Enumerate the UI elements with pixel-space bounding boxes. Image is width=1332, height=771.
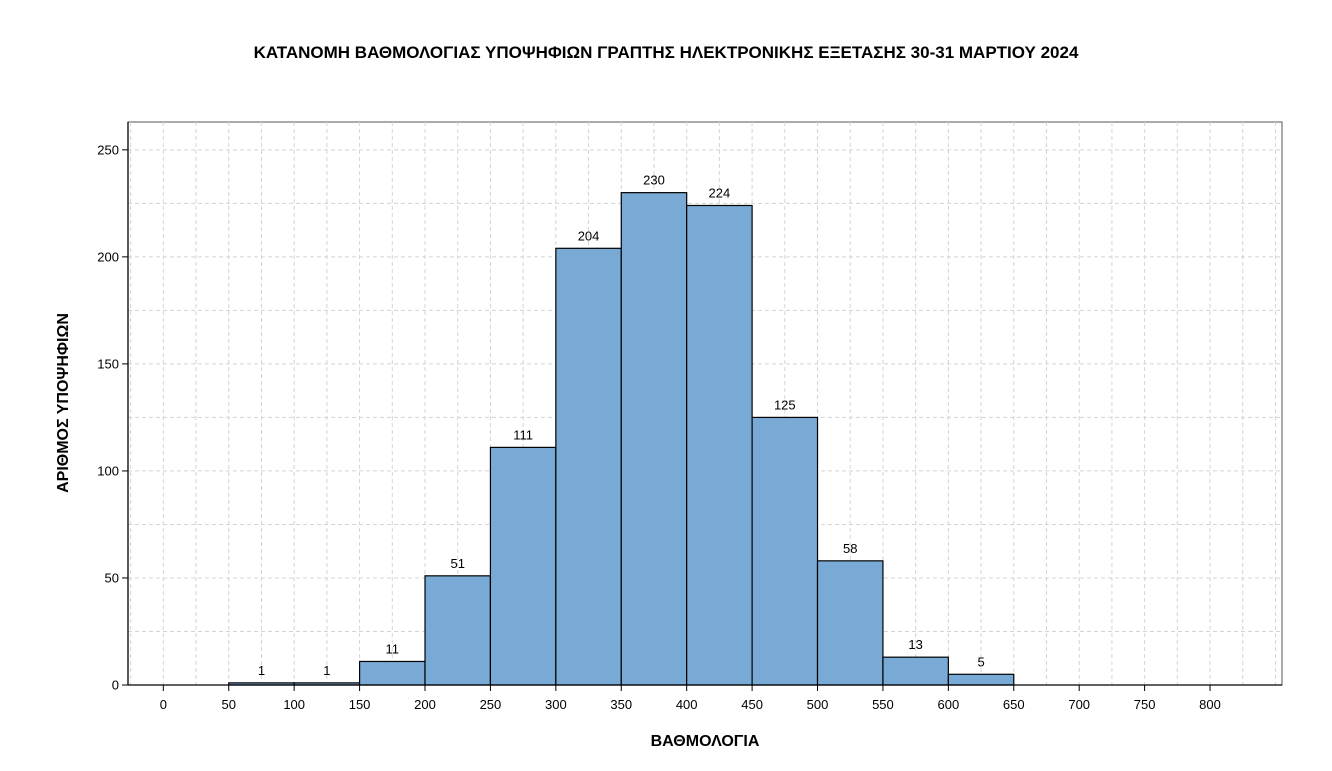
bar-value-label: 1 <box>258 663 265 678</box>
bar-value-label: 58 <box>843 541 857 556</box>
bar-value-label: 111 <box>513 427 533 442</box>
x-tick-label: 200 <box>414 697 436 712</box>
y-tick-label: 150 <box>97 356 119 371</box>
x-tick-label: 350 <box>610 697 632 712</box>
x-tick-label: 250 <box>480 697 502 712</box>
x-tick-label: 750 <box>1134 697 1156 712</box>
x-tick-label: 500 <box>807 697 829 712</box>
histogram-bar <box>751 416 819 686</box>
histogram-bar <box>424 575 492 686</box>
x-tick-label: 700 <box>1068 697 1090 712</box>
y-tick-label: 250 <box>97 142 119 157</box>
histogram-bar <box>816 560 884 686</box>
bars <box>228 192 1015 686</box>
histogram-bar <box>882 656 949 686</box>
bar-value-label: 1 <box>323 663 330 678</box>
x-axis-title: ΒΑΘΜΟΛΟΓΙΑ <box>651 733 760 750</box>
bar-value-label: 224 <box>709 185 731 200</box>
x-tick-label: 300 <box>545 697 567 712</box>
histogram-bar <box>947 673 1015 686</box>
x-tick-label: 400 <box>676 697 698 712</box>
x-tick-label: 550 <box>872 697 894 712</box>
x-tick-label: 600 <box>938 697 960 712</box>
histogram-bar <box>358 660 426 686</box>
x-tick-label: 100 <box>283 697 305 712</box>
y-tick-label: 50 <box>105 570 119 585</box>
chart-title: ΚΑΤΑΝΟΜΗ ΒΑΘΜΟΛΟΓΙΑΣ ΥΠΟΨΗΦΙΩΝ ΓΡΑΠΤΗΣ Η… <box>254 43 1079 62</box>
x-tick-label: 50 <box>222 697 236 712</box>
histogram-bar <box>686 204 753 686</box>
y-tick-label: 0 <box>112 678 119 693</box>
histogram-bar <box>489 446 557 686</box>
y-tick-label: 200 <box>97 249 119 264</box>
bar-value-label: 125 <box>774 397 796 412</box>
histogram-bar <box>620 192 688 686</box>
bar-value-label: 13 <box>908 637 922 652</box>
x-tick-label: 150 <box>349 697 371 712</box>
histogram-bar <box>555 247 622 686</box>
bar-value-label: 5 <box>977 654 984 669</box>
bar-value-label: 204 <box>578 228 600 243</box>
x-tick-label: 0 <box>160 697 167 712</box>
bar-value-label: 11 <box>386 641 400 656</box>
x-tick-label: 650 <box>1003 697 1025 712</box>
y-axis-title: ΑΡΙΘΜΟΣ ΥΠΟΨΗΦΙΩΝ <box>55 313 72 493</box>
x-tick-label: 450 <box>741 697 763 712</box>
bar-value-label: 230 <box>643 173 665 188</box>
bar-value-label: 51 <box>450 556 464 571</box>
y-tick-label: 100 <box>97 463 119 478</box>
x-tick-label: 800 <box>1199 697 1221 712</box>
axes: 0 50 100 150 200 250 300 350 400 450 500 550 600 650 7… <box>97 122 1282 712</box>
